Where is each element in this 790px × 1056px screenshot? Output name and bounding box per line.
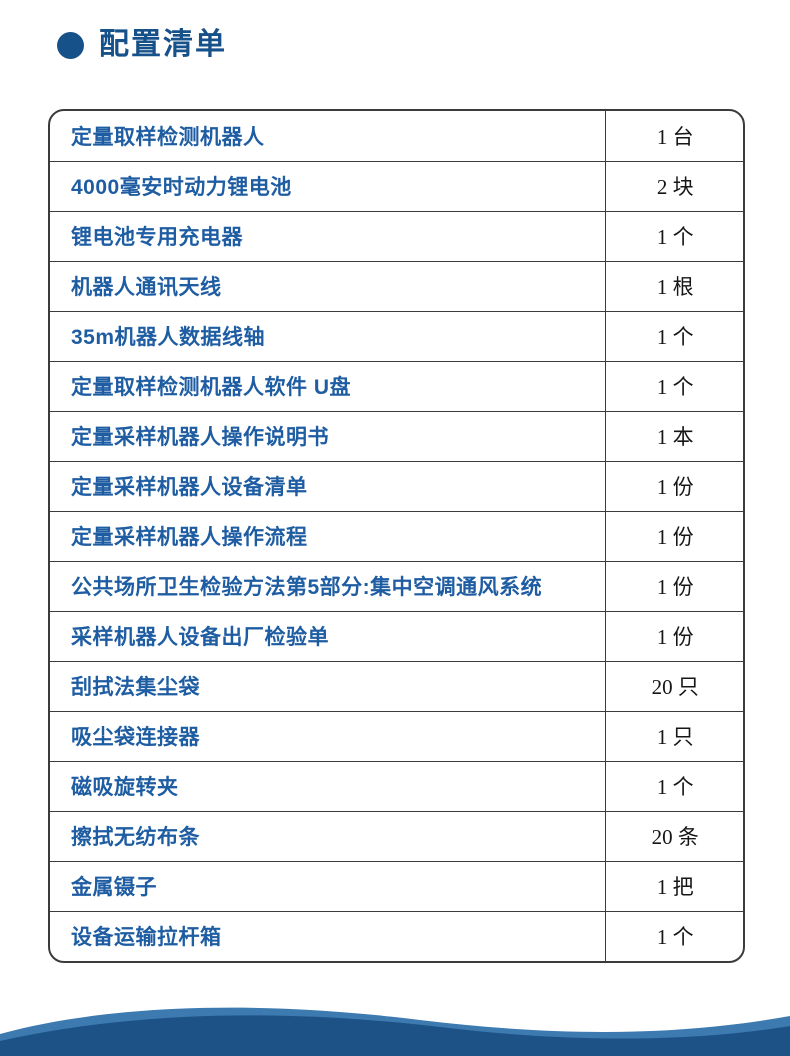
quantity-cell: 1 根 — [605, 261, 743, 312]
table-row: 4000毫安时动力锂电池 2 块 — [50, 161, 743, 212]
quantity-cell: 1 个 — [605, 761, 743, 812]
item-name-cell: 定量取样检测机器人 — [50, 111, 606, 162]
item-name-cell: 金属镊子 — [50, 861, 606, 912]
item-name-cell: 机器人通讯天线 — [50, 261, 606, 312]
table-row: 擦拭无纺布条 20 条 — [50, 811, 743, 862]
quantity-cell: 1 个 — [605, 311, 743, 362]
config-table-container: 定量取样检测机器人 1 台 4000毫安时动力锂电池 2 块 锂电池专用充电器 … — [48, 109, 745, 963]
table-row: 吸尘袋连接器 1 只 — [50, 711, 743, 762]
config-table: 定量取样检测机器人 1 台 4000毫安时动力锂电池 2 块 锂电池专用充电器 … — [50, 111, 743, 961]
quantity-cell: 1 个 — [605, 211, 743, 262]
table-row: 定量采样机器人设备清单 1 份 — [50, 461, 743, 512]
item-name-cell: 擦拭无纺布条 — [50, 811, 606, 862]
table-row: 定量取样检测机器人 1 台 — [50, 111, 743, 162]
wave-light-shape — [0, 1007, 790, 1056]
table-row: 公共场所卫生检验方法第5部分:集中空调通风系统 1 份 — [50, 561, 743, 612]
section-header: 配置清单 — [57, 29, 790, 61]
quantity-cell: 1 份 — [605, 611, 743, 662]
table-row: 定量采样机器人操作说明书 1 本 — [50, 411, 743, 462]
item-name-cell: 设备运输拉杆箱 — [50, 911, 606, 961]
quantity-cell: 2 块 — [605, 161, 743, 212]
item-name-cell: 磁吸旋转夹 — [50, 761, 606, 812]
item-name-cell: 刮拭法集尘袋 — [50, 661, 606, 712]
table-row: 锂电池专用充电器 1 个 — [50, 211, 743, 262]
table-row: 刮拭法集尘袋 20 只 — [50, 661, 743, 712]
quantity-cell: 1 份 — [605, 561, 743, 612]
quantity-cell: 1 台 — [605, 111, 743, 162]
item-name-cell: 4000毫安时动力锂电池 — [50, 161, 606, 212]
table-row: 定量取样检测机器人软件 U盘 1 个 — [50, 361, 743, 412]
item-name-cell: 定量采样机器人操作说明书 — [50, 411, 606, 462]
quantity-cell: 1 个 — [605, 361, 743, 412]
quantity-cell: 1 本 — [605, 411, 743, 462]
wave-dark-shape — [0, 1015, 790, 1056]
table-row: 磁吸旋转夹 1 个 — [50, 761, 743, 812]
item-name-cell: 锂电池专用充电器 — [50, 211, 606, 262]
item-name-cell: 公共场所卫生检验方法第5部分:集中空调通风系统 — [50, 561, 606, 612]
quantity-cell: 1 把 — [605, 861, 743, 912]
quantity-cell: 1 份 — [605, 461, 743, 512]
table-row: 设备运输拉杆箱 1 个 — [50, 911, 743, 961]
page-title: 配置清单 — [99, 28, 227, 61]
quantity-cell: 1 只 — [605, 711, 743, 762]
footer-wave-decoration — [0, 1007, 790, 1056]
table-row: 35m机器人数据线轴 1 个 — [50, 311, 743, 362]
bullet-circle-icon — [57, 31, 84, 59]
table-row: 机器人通讯天线 1 根 — [50, 261, 743, 312]
quantity-cell: 20 只 — [605, 661, 743, 712]
item-name-cell: 定量采样机器人操作流程 — [50, 511, 606, 562]
config-table-body: 定量取样检测机器人 1 台 4000毫安时动力锂电池 2 块 锂电池专用充电器 … — [50, 111, 743, 961]
quantity-cell: 1 个 — [656, 925, 694, 950]
item-name-cell: 采样机器人设备出厂检验单 — [50, 611, 606, 662]
table-row: 金属镊子 1 把 — [50, 861, 743, 912]
item-name-cell: 35m机器人数据线轴 — [50, 311, 606, 362]
table-row: 定量采样机器人操作流程 1 份 — [50, 511, 743, 562]
item-name-cell: 定量采样机器人设备清单 — [50, 461, 606, 512]
item-name-cell: 定量取样检测机器人软件 U盘 — [50, 361, 606, 412]
quantity-cell: 1 份 — [605, 511, 743, 562]
table-row: 采样机器人设备出厂检验单 1 份 — [50, 611, 743, 662]
item-name-cell: 吸尘袋连接器 — [50, 711, 606, 762]
quantity-cell: 20 条 — [605, 811, 743, 862]
